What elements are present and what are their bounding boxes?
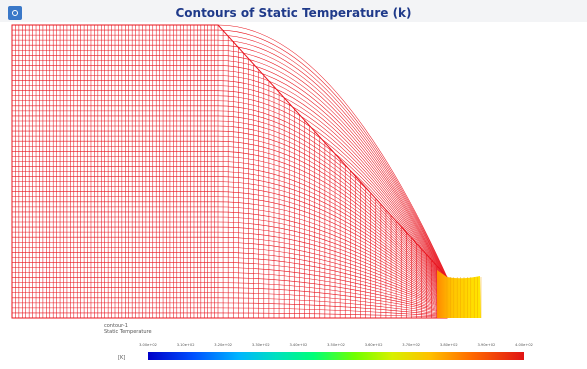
- colorbar-tick-label: 3.70e+02: [402, 343, 421, 347]
- legend-caption: contour-1 Static Temperature: [104, 323, 152, 335]
- mesh-line: [12, 60, 448, 283]
- colorbar-tick-label: 3.40e+02: [289, 343, 308, 347]
- mesh-line: [12, 145, 448, 295]
- mesh-line: [12, 80, 448, 285]
- mesh-line: [12, 181, 448, 300]
- contour-plot[interactable]: [0, 22, 587, 322]
- colorbar-ticks: 3.00e+02 3.10e+02 3.20e+02 3.30e+02 3.40e+02…: [139, 343, 533, 349]
- mesh-line: [12, 65, 448, 283]
- mesh-line: [12, 247, 448, 309]
- mesh-line: [12, 55, 448, 282]
- mesh-line: [12, 171, 448, 298]
- mesh-line: [12, 34, 448, 279]
- mesh-line: [12, 257, 448, 310]
- mesh-line: [12, 70, 448, 284]
- colorbar: [148, 352, 524, 360]
- mesh-line: [12, 206, 448, 303]
- colorbar-tick-label: 4.00e+02: [515, 343, 533, 347]
- exit-hot-zone: [437, 270, 481, 318]
- fluent-logo-icon[interactable]: [8, 6, 22, 20]
- mesh-line: [12, 120, 448, 291]
- mesh-line: [12, 216, 448, 305]
- colorbar-tick-label: 3.50e+02: [327, 343, 345, 347]
- mesh-line: [12, 236, 448, 307]
- legend-surface-label: contour-1: [104, 323, 128, 329]
- colorbar-tick-label: 3.10e+02: [176, 343, 195, 347]
- mesh-line: [12, 307, 448, 317]
- mesh-line: [12, 75, 448, 285]
- mesh-line: [12, 90, 448, 287]
- mesh-line: [12, 302, 448, 317]
- mesh-line: [12, 287, 448, 315]
- mesh-line: [12, 262, 448, 311]
- mesh-line: [12, 161, 448, 297]
- mesh-line: [12, 196, 448, 302]
- mesh-line: [12, 226, 448, 306]
- mesh-line: [12, 292, 448, 315]
- mesh-line: [12, 282, 448, 314]
- colorbar-tick-label: 3.20e+02: [214, 343, 233, 347]
- mesh-line: [12, 125, 448, 292]
- mesh-line: [12, 39, 448, 280]
- colorbar-units: [K]: [118, 355, 126, 361]
- mesh-line: [12, 221, 448, 305]
- mesh-line: [12, 191, 448, 301]
- mesh-line: [12, 151, 448, 295]
- mesh-line: [12, 267, 448, 312]
- mesh-line: [12, 277, 448, 313]
- mesh-line: [12, 85, 448, 286]
- mesh-line: [12, 201, 448, 302]
- mesh-line: [12, 231, 448, 307]
- mesh-line: [12, 312, 448, 318]
- mesh-line: [12, 135, 448, 293]
- mesh-line: [12, 115, 448, 290]
- mesh-line: [12, 49, 448, 281]
- mesh-grid: [11, 24, 448, 319]
- window-title: Contours of Static Temperature (k): [175, 6, 412, 20]
- nozzle-exit-region: [437, 270, 482, 318]
- mesh-line: [12, 100, 448, 288]
- mesh-line: [12, 95, 448, 288]
- legend-field-label: Static Temperature: [104, 329, 152, 335]
- colorbar-tick-label: 3.90e+02: [477, 343, 496, 347]
- mesh-line: [12, 186, 448, 300]
- mesh-line: [12, 176, 448, 299]
- mesh-line: [12, 166, 448, 297]
- mesh-line: [12, 140, 448, 294]
- colorbar-tick-label: 3.30e+02: [251, 343, 270, 347]
- mesh-line: [12, 29, 448, 278]
- mesh-line: [12, 156, 448, 296]
- colorbar-tick-label: 3.00e+02: [139, 343, 157, 347]
- colorbar-tick-label: 3.60e+02: [364, 343, 383, 347]
- mesh-line: [12, 110, 448, 290]
- mesh-line: [12, 211, 448, 304]
- mesh-line: [12, 24, 448, 278]
- mesh-line: [12, 241, 448, 308]
- colorbar-tick-label: 3.80e+02: [439, 343, 458, 347]
- mesh-line: [12, 252, 448, 310]
- mesh-line: [12, 272, 448, 312]
- mesh-line: [12, 297, 448, 316]
- mesh-line: [12, 130, 448, 293]
